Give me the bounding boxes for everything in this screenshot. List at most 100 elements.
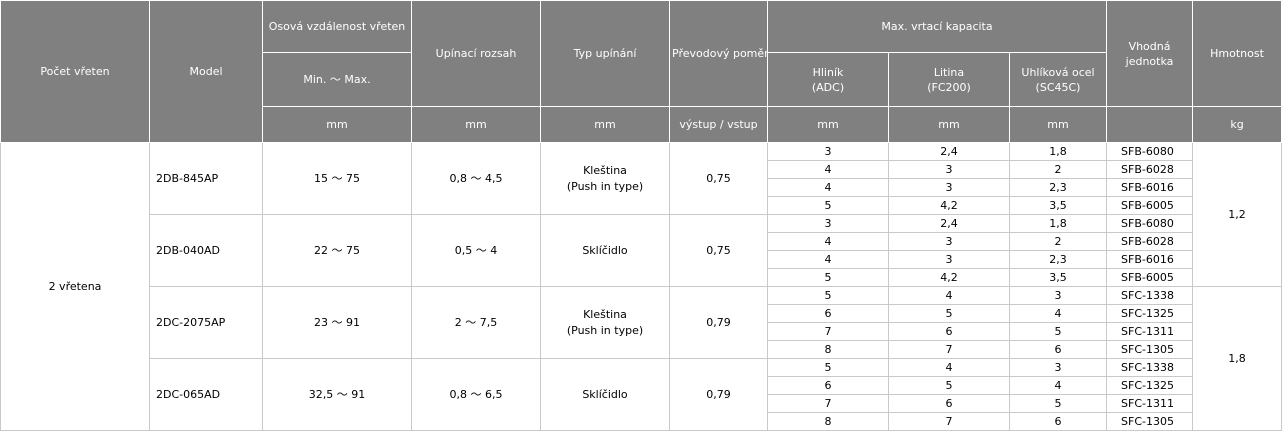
clamp-range-cell: 0,8 ～ 4,5: [411, 142, 541, 215]
clamp-range-cell: 0,5 ～ 4: [411, 214, 541, 287]
ratio-cell: 0,79: [669, 358, 768, 431]
distance-cell: 15 ～ 75: [262, 142, 412, 215]
al-cell: 6: [767, 376, 889, 395]
unit-cell: SFC-1325: [1106, 376, 1194, 395]
al-cell: 3: [767, 214, 889, 233]
table-row: 2DB-040AD 22 ～ 75 0,5 ～ 4 Sklíčidlo 0,75…: [1, 214, 1282, 287]
unit-cell: SFB-6016: [1106, 250, 1194, 269]
ci-cell: 5: [888, 304, 1010, 323]
table-row: 2DC-2075AP 23 ～ 91 2 ～ 7,5 Kleština (Push…: [1, 286, 1283, 431]
ci-cell: 3: [888, 232, 1010, 251]
table-body: 2 vřetena 2DB-845AP 15 ～ 75 0,8 ～ 4,5 Kl…: [0, 142, 1283, 431]
al-cell: 5: [767, 196, 889, 215]
unit-cell: SFC-1338: [1106, 286, 1194, 305]
table-row: 8 7 6 SFC-1305: [1, 412, 1282, 431]
spindle-count-cell: 2 vřetena: [0, 142, 150, 431]
unit-ocel: mm: [1008, 106, 1108, 143]
clamp-type-cell: Sklíčidlo: [540, 358, 670, 431]
unit-hlinik: mm: [767, 106, 889, 143]
cs-cell: 4: [1008, 304, 1108, 323]
unit-cell: SFB-6005: [1106, 268, 1194, 287]
ci-cell: 4,2: [888, 268, 1010, 287]
unit-cell: SFC-1305: [1106, 340, 1194, 359]
ratio-cell: 0,79: [669, 286, 768, 359]
cs-cell: 5: [1008, 394, 1108, 413]
ratio-cell: 0,75: [669, 142, 768, 215]
table-row: 4 3 2 SFB-6028: [1, 232, 1282, 251]
ratio-cell: 0,75: [669, 214, 768, 287]
unit-hmotnost: kg: [1192, 106, 1283, 143]
unit-cell: SFB-6016: [1106, 178, 1194, 197]
ci-cell: 5: [888, 376, 1010, 395]
clamp-type-sub: (Push in type): [566, 179, 644, 193]
clamp-type-cell: Kleština (Push in type): [540, 286, 670, 359]
ci-cell: 3: [888, 250, 1010, 269]
table-header: Počet vřeten Model Osová vzdálenost vřet…: [0, 0, 1283, 143]
header-uhlikova-ocel-label: Uhlíková ocel: [1021, 65, 1095, 79]
cs-cell: 6: [1008, 412, 1108, 431]
cs-cell: 2,3: [1008, 178, 1108, 197]
clamp-type-label: Kleština: [583, 163, 627, 177]
al-cell: 5: [767, 268, 889, 287]
spec-table: Počet vřeten Model Osová vzdálenost vřet…: [0, 0, 1283, 431]
ci-cell: 3: [888, 178, 1010, 197]
header-hmotnost: Hmotnost: [1192, 0, 1283, 107]
cs-cell: 3,5: [1008, 196, 1108, 215]
header-model: Model: [149, 0, 263, 143]
cs-cell: 1,8: [1008, 142, 1108, 161]
clamp-type-cell: Sklíčidlo: [540, 214, 670, 287]
al-cell: 8: [767, 340, 889, 359]
unit-cell: SFB-6080: [1106, 142, 1194, 161]
al-cell: 4: [767, 178, 889, 197]
cs-cell: 2: [1008, 232, 1108, 251]
header-uhlikova-ocel-sub: (SC45C): [1035, 80, 1081, 94]
clamp-type-cell: Kleština (Push in type): [540, 142, 670, 215]
unit-cell: SFC-1311: [1106, 394, 1194, 413]
cs-cell: 3,5: [1008, 268, 1108, 287]
header-litina: Litina (FC200): [888, 52, 1010, 107]
cs-cell: 3: [1008, 286, 1108, 305]
ci-cell: 6: [888, 394, 1010, 413]
ci-cell: 4: [888, 358, 1010, 377]
unit-cell: SFC-1311: [1106, 322, 1194, 341]
al-cell: 6: [767, 304, 889, 323]
cs-cell: 4: [1008, 376, 1108, 395]
table-row: 5 4,2 3,5 SFB-6005: [1, 196, 1282, 215]
header-max-vrtaci-kapacita: Max. vrtací kapacita: [766, 0, 1108, 53]
header-pocet-vreten: Počet vřeten: [0, 0, 150, 143]
ci-cell: 6: [888, 322, 1010, 341]
table-row: 8 7 6 SFC-1305: [1, 340, 1282, 359]
cs-cell: 1,8: [1008, 214, 1108, 233]
header-upinaci-rozsah: Upínací rozsah: [411, 0, 541, 107]
model-cell: 2DB-040AD: [149, 214, 263, 287]
weight-cell: 1,8: [1192, 286, 1283, 431]
ci-cell: 4: [888, 286, 1010, 305]
header-litina-label: Litina: [933, 65, 965, 79]
model-cell: 2DC-065AD: [149, 358, 263, 431]
header-prevodovy-pomer: Převodový poměr: [669, 0, 768, 107]
cs-cell: 2: [1008, 160, 1108, 179]
al-cell: 8: [767, 412, 889, 431]
distance-cell: 23 ～ 91: [262, 286, 412, 359]
unit-upinaci: mm: [411, 106, 541, 143]
header-hlinik-sub: (ADC): [811, 80, 845, 94]
clamp-type-sub: (Push in type): [566, 323, 644, 337]
cs-cell: 2,3: [1008, 250, 1108, 269]
ci-cell: 2,4: [888, 142, 1010, 161]
header-litina-sub: (FC200): [927, 80, 971, 94]
cs-cell: 6: [1008, 340, 1108, 359]
table-row: 2 vřetena 2DB-845AP 15 ～ 75 0,8 ～ 4,5 Kl…: [0, 142, 1283, 431]
al-cell: 5: [767, 358, 889, 377]
clamp-type-label: Sklíčidlo: [582, 388, 628, 401]
al-cell: 7: [767, 322, 889, 341]
unit-jednotka-empty: [1106, 106, 1194, 143]
table-row: 2DC-065AD 32,5 ～ 91 0,8 ～ 6,5 Sklíčidlo …: [1, 358, 1282, 431]
header-typ-upinani: Typ upínání: [540, 0, 670, 107]
unit-cell: SFC-1325: [1106, 304, 1194, 323]
table-row: 7 6 5 SFC-1311: [1, 394, 1282, 413]
weight-cell: 1,2: [1192, 142, 1283, 287]
al-cell: 4: [767, 250, 889, 269]
ci-cell: 4,2: [888, 196, 1010, 215]
al-cell: 4: [767, 232, 889, 251]
unit-typ: mm: [540, 106, 670, 143]
